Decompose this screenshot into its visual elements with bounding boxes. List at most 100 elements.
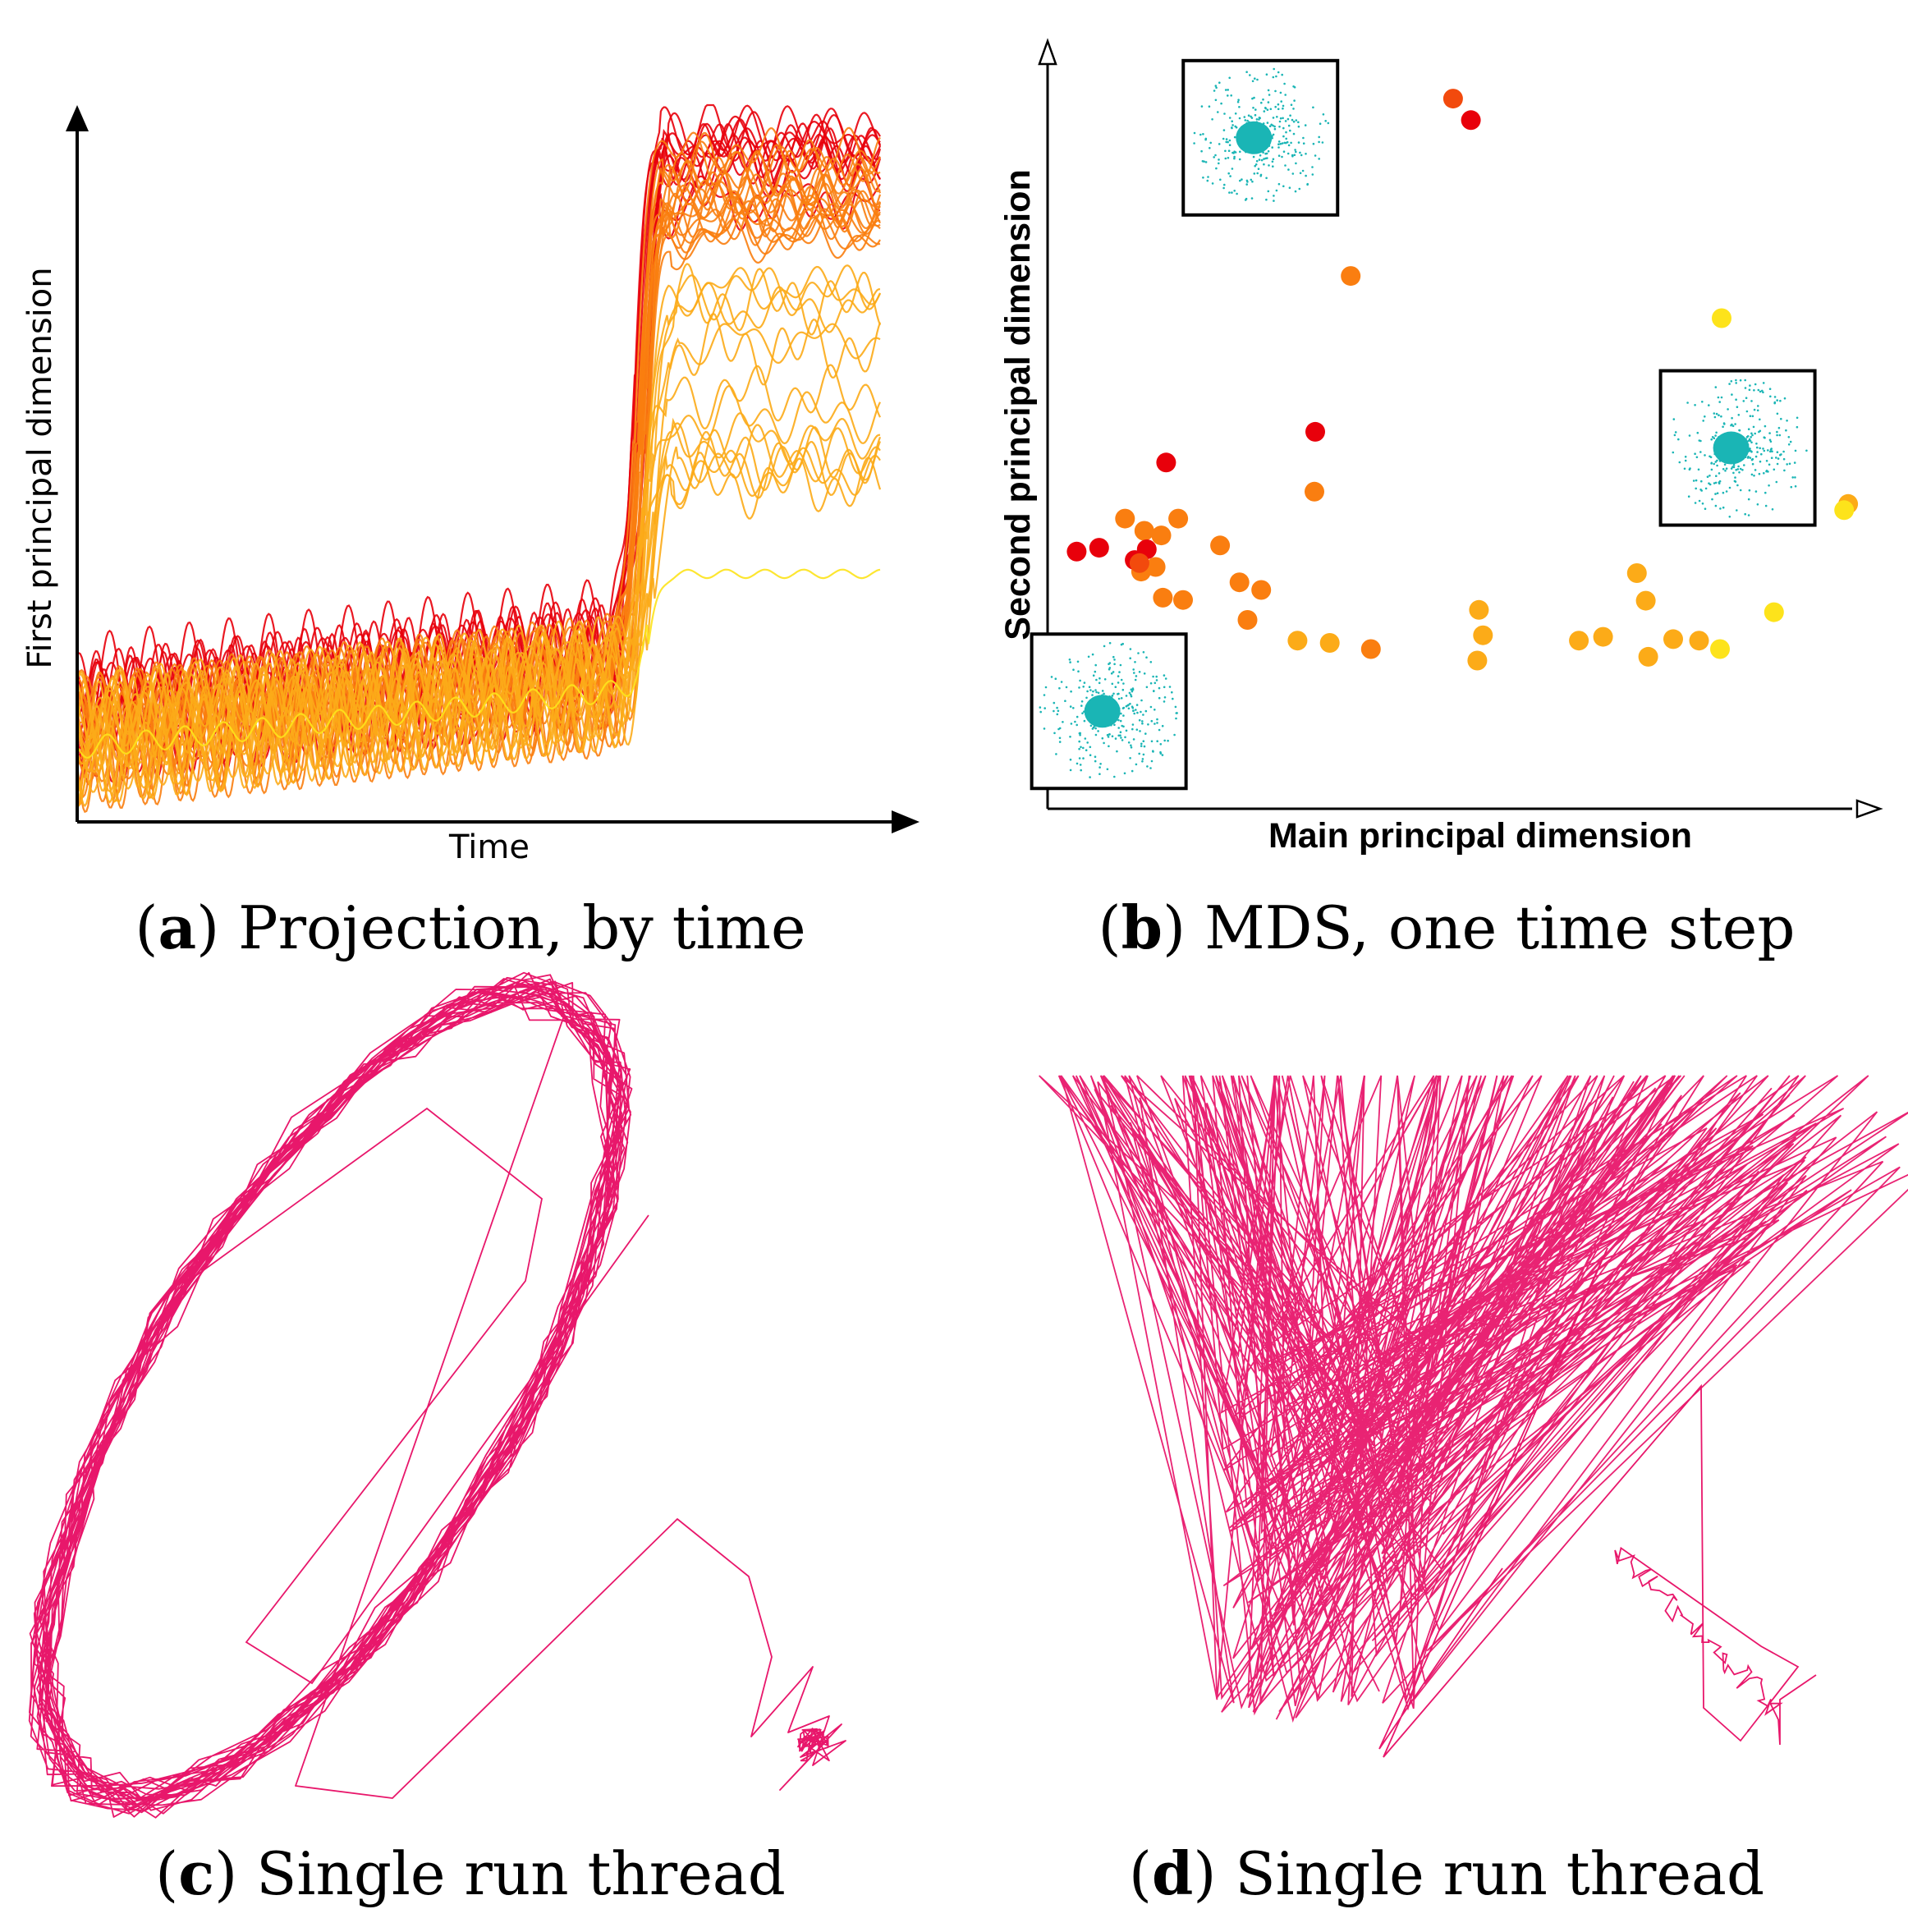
panel-b-inset-dot (1135, 728, 1139, 731)
panel-b-point-28 (1473, 625, 1493, 645)
panel-b-inset-dot (1142, 651, 1145, 654)
panel-b-inset-dot (1163, 700, 1166, 703)
panel-b-inset-dot (1223, 183, 1226, 186)
panel-b-inset-dot (1714, 493, 1717, 495)
panel-b-inset-dot (1200, 149, 1203, 153)
panel-b-inset-dot (1114, 686, 1117, 688)
panel-b-inset-dot (1780, 417, 1782, 420)
panel-b-inset-dot (1069, 758, 1072, 761)
panel-b-inset-dot (1292, 108, 1295, 110)
panel-b-inset-dot (1760, 452, 1763, 456)
panel-b-inset-bottom-left (1030, 632, 1188, 791)
panel-b-insets (1030, 58, 1817, 791)
panel-b-inset-dot (1720, 396, 1723, 399)
panel-b-inset-dot (1245, 71, 1248, 73)
panel-b-inset-dot (1750, 432, 1753, 435)
panel-b-inset-dot (1255, 118, 1259, 121)
caption-c-text: Single run thread (256, 1839, 786, 1908)
panel-b-inset-dot (1735, 398, 1737, 402)
panel-b-inset-dot (1141, 758, 1144, 760)
panel-b-inset-dot (1295, 162, 1297, 165)
panel-b-point-21 (1153, 587, 1173, 608)
panel-b-inset-dot (1078, 740, 1080, 743)
panel-b-inset-dot (1083, 681, 1086, 684)
panel-b-inset-dot (1256, 78, 1259, 81)
panel-b-inset-dot (1751, 434, 1754, 437)
panel-b-inset-dot (1091, 694, 1094, 696)
panel-b-inset-dot (1730, 467, 1733, 470)
panel-b-inset-dot (1202, 177, 1204, 179)
panel-b-inset-dot (1098, 677, 1101, 680)
panel-c-trajectory (28, 971, 846, 1819)
panel-b-inset-dot (1076, 762, 1079, 765)
panel-b-inset-dot (1103, 741, 1105, 745)
panel-b-inset-dot (1284, 120, 1287, 122)
panel-b-inset-dot (1078, 732, 1081, 735)
panel-b-inset-dot (1117, 718, 1120, 722)
panel-b-inset-dot (1231, 126, 1233, 129)
panel-d-fan (1039, 1075, 1908, 1723)
panel-b-x-label: Main principal dimension (1268, 816, 1692, 856)
panel-b-inset-dot (1318, 135, 1320, 139)
panel-b-inset-dot (1749, 415, 1752, 418)
panel-b-inset-dot (1231, 124, 1234, 126)
panel-b-inset-dot (1173, 733, 1176, 737)
panel-b-inset-dot (1113, 775, 1116, 778)
panel-b-inset-dot (1108, 641, 1112, 645)
panel-b-inset-dot (1172, 697, 1174, 700)
panel-b-inset-dot (1130, 688, 1133, 691)
panel-b-inset-dot (1113, 659, 1116, 661)
panel-b-inset-dot (1272, 76, 1275, 79)
panel-b-inset-dot (1119, 719, 1122, 723)
panel-b-inset-dot (1714, 386, 1718, 388)
panel-b-inset-dot (1280, 100, 1282, 103)
panel-b-inset-dot (1156, 718, 1158, 721)
panel-b-inset-dot (1288, 186, 1291, 189)
panel-b-point-36 (1689, 631, 1709, 651)
panel-b-inset-dot (1750, 441, 1753, 444)
panel-b-point-14 (1210, 535, 1231, 556)
panel-b-inset-dot (1156, 740, 1158, 742)
panel-b-inset-dot (1704, 487, 1708, 490)
panel-b-inset-dot (1161, 724, 1164, 727)
panel-b-inset-dot (1230, 94, 1232, 97)
panel-b-inset-dot (1171, 691, 1173, 694)
panel-b-inset-dot (1314, 154, 1317, 157)
panel-b-inset-dot (1723, 463, 1727, 466)
panel-b-inset-dot (1050, 676, 1053, 678)
panel-b-inset-dot (1688, 434, 1691, 437)
panel-b-inset-dot (1218, 158, 1220, 161)
panel-b-inset-dot (1263, 158, 1265, 160)
panel-b-inset-dot (1720, 415, 1722, 418)
panel-b-inset-dot (1136, 711, 1139, 714)
panel-b-point-2 (1341, 266, 1361, 287)
panel-b-inset-dot (1281, 155, 1283, 158)
panel-b-inset-dot (1241, 178, 1243, 181)
panel-b-inset-dot (1222, 137, 1225, 140)
panel-b-inset-dot (1253, 96, 1255, 99)
panel-b-inset-dot (1277, 154, 1281, 157)
panel-b-inset-dot (1147, 723, 1149, 726)
panel-b-inset-dot (1121, 688, 1125, 691)
caption-b-text: MDS, one time step (1204, 893, 1796, 962)
panel-b-inset-dot (1267, 190, 1270, 193)
panel-b-inset-dot (1704, 507, 1707, 510)
panel-b-inset-dot (1793, 461, 1796, 464)
panel-b-inset-dot (1069, 705, 1072, 708)
panel-b-point-11 (1089, 538, 1109, 558)
panel-b-inset-dot (1272, 133, 1275, 136)
panel-b-point-1 (1461, 110, 1481, 131)
panel-b-inset-dot (1773, 396, 1777, 398)
panel-b-inset-dot (1080, 746, 1082, 749)
panel-b-inset-dot (1121, 739, 1124, 741)
panel-b-inset-dot (1741, 469, 1744, 471)
panel-b-inset-dot (1108, 668, 1111, 671)
panel-b-inset-dot (1154, 723, 1156, 725)
panel-b-inset-dot (1744, 387, 1747, 389)
panel-b-inset-dot (1056, 713, 1059, 716)
panel-b-inset-dot (1718, 414, 1720, 417)
panel-b-inset-dot (1131, 727, 1134, 731)
panel-b-inset-dot (1736, 484, 1739, 487)
panel-b-inset-dot (1098, 681, 1101, 685)
panel-b-inset-dot (1268, 94, 1271, 96)
